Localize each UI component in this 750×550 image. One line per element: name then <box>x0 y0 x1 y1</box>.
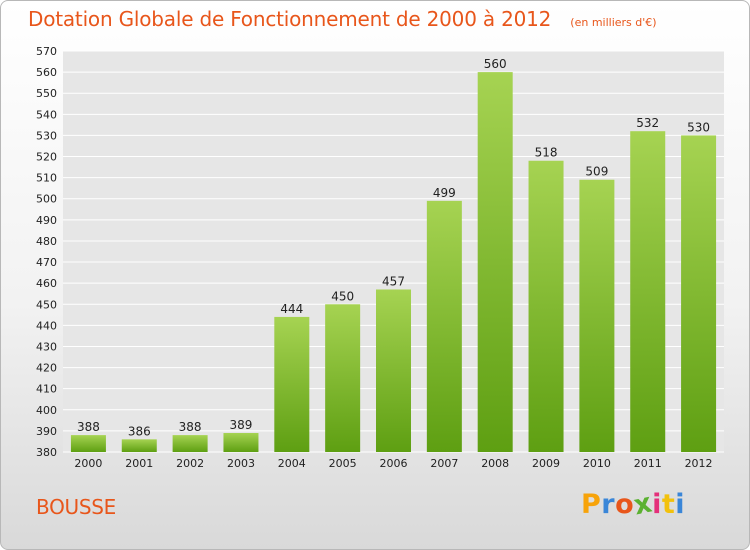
bar-value-label: 560 <box>484 57 507 71</box>
bar-2004 <box>274 316 310 452</box>
x-tick-label: 2003 <box>227 457 255 470</box>
bar-2002 <box>172 435 208 452</box>
bar-value-label: 444 <box>280 302 303 316</box>
logo-letter: t <box>661 489 676 520</box>
y-tick-label: 450 <box>36 298 57 311</box>
bar-2011 <box>630 131 666 452</box>
y-tick-label: 500 <box>36 193 57 206</box>
logo-letter: r <box>601 489 616 520</box>
logo-letter: i <box>675 489 686 520</box>
x-tick-label: 2005 <box>329 457 357 470</box>
bar-2000 <box>70 435 106 452</box>
bar-value-label: 389 <box>230 418 253 432</box>
bar-value-label: 388 <box>179 420 202 434</box>
bar-2008 <box>477 72 513 453</box>
bar-2001 <box>121 439 157 452</box>
x-axis-ticks: 2000 2001 2002 2003 2004 2005 2006 2007 2008 2009… <box>74 457 712 470</box>
y-tick-label: 390 <box>36 425 57 438</box>
bar-value-label: 532 <box>636 116 659 130</box>
x-tick-label: 2002 <box>176 457 204 470</box>
y-tick-label: 430 <box>36 340 57 353</box>
commune-name: BOUSSE <box>36 495 116 519</box>
bar-value-label: 509 <box>585 165 608 179</box>
y-tick-label: 480 <box>36 235 57 248</box>
bar-2010 <box>579 179 615 452</box>
x-tick-label: 2000 <box>74 457 102 470</box>
title-row: Dotation Globale de Fonctionnement de 20… <box>28 7 657 31</box>
bar-value-label: 457 <box>382 274 405 288</box>
y-tick-label: 570 <box>36 45 57 58</box>
x-tick-label: 2009 <box>532 457 560 470</box>
bar-value-label: 499 <box>433 186 456 200</box>
y-tick-label: 470 <box>36 256 57 269</box>
bar-2012 <box>681 135 717 452</box>
y-tick-label: 550 <box>36 87 57 100</box>
x-tick-label: 2007 <box>430 457 458 470</box>
bar-value-label: 450 <box>331 289 354 303</box>
x-tick-label: 2006 <box>380 457 408 470</box>
logo-letter: i <box>652 489 662 520</box>
bar-2005 <box>325 304 361 452</box>
y-tick-label: 400 <box>36 404 57 417</box>
bars: 388 386 388 389 444 450 457 499 560 518 509 532 530 <box>70 57 717 453</box>
chart-subtitle: (en milliers d'€) <box>570 16 657 29</box>
x-tick-label: 2011 <box>634 457 662 470</box>
y-tick-label: 560 <box>36 66 57 79</box>
chart-title: Dotation Globale de Fonctionnement de 20… <box>28 7 552 31</box>
bar-2007 <box>426 200 462 452</box>
y-tick-label: 510 <box>36 172 57 185</box>
x-tick-label: 2010 <box>583 457 611 470</box>
y-tick-label: 520 <box>36 151 57 164</box>
x-tick-label: 2004 <box>278 457 306 470</box>
bar-value-label: 518 <box>535 146 558 160</box>
y-axis-ticks: 380 390 400 410 420 430 440 450 460 470 480 490 500 5… <box>36 45 57 459</box>
y-tick-label: 420 <box>36 362 57 375</box>
bar-2009 <box>528 160 564 452</box>
bar-2003 <box>223 433 259 452</box>
bar-value-label: 388 <box>77 420 100 434</box>
y-tick-label: 540 <box>36 108 57 121</box>
x-tick-label: 2012 <box>685 457 713 470</box>
y-tick-label: 460 <box>36 277 57 290</box>
y-tick-label: 530 <box>36 129 57 142</box>
logo-letter: P <box>581 489 602 520</box>
y-tick-label: 490 <box>36 214 57 227</box>
y-tick-label: 440 <box>36 319 57 332</box>
bar-value-label: 530 <box>687 120 710 134</box>
bar-value-label: 386 <box>128 424 151 438</box>
proxiti-logo: Proxiti <box>581 487 686 521</box>
x-tick-label: 2001 <box>125 457 153 470</box>
bar-2006 <box>376 289 411 452</box>
y-tick-label: 380 <box>36 446 57 459</box>
logo-letter: o <box>615 489 635 520</box>
x-tick-label: 2008 <box>481 457 509 470</box>
y-tick-label: 410 <box>36 383 57 396</box>
